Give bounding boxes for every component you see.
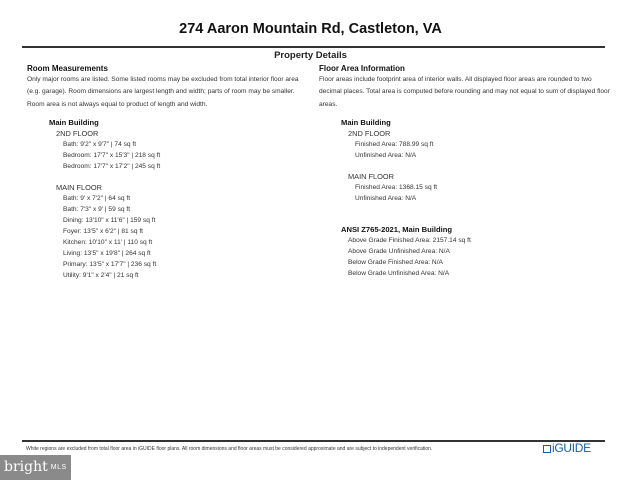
room-item: Foyer: 13'5" x 6'2" | 81 sq ft xyxy=(63,228,144,236)
floor-label: MAIN FLOOR xyxy=(348,172,394,182)
floor-area-heading: Floor Area Information xyxy=(319,64,405,73)
iguide-logo-text: iGUIDE xyxy=(552,441,591,455)
room-measurements-heading: Room Measurements xyxy=(27,64,108,73)
room-item: Bedroom: 17'7" x 15'3" | 218 sq ft xyxy=(63,152,161,160)
floor-area-note: Floor areas include footprint area of in… xyxy=(319,76,610,108)
ansi-item: Above Grade Finished Area: 2157.14 sq ft xyxy=(348,237,471,245)
area-building-label: Main Building xyxy=(341,118,391,128)
floor-label: MAIN FLOOR xyxy=(56,183,102,193)
watermark-suffix: MLS xyxy=(50,464,67,471)
footer-divider xyxy=(22,440,605,442)
ansi-item: Below Grade Unfinished Area: N/A xyxy=(348,270,450,278)
spacer xyxy=(319,204,611,225)
room-building-label: Main Building xyxy=(49,118,99,128)
watermark-brand: bright xyxy=(4,459,48,475)
spacer xyxy=(27,172,313,182)
room-item: Living: 13'5" x 19'8" | 264 sq ft xyxy=(63,250,151,258)
room-measurements-note: Only major rooms are listed. Some listed… xyxy=(27,76,299,108)
area-item: Finished Area: 1368.15 sq ft xyxy=(355,184,438,192)
room-item: Bath: 9' x 7'2" | 64 sq ft xyxy=(63,195,131,203)
room-measurements-section: Room Measurements Only major rooms are l… xyxy=(27,64,313,281)
iguide-logo: iGUIDE xyxy=(543,441,591,455)
page-title: 274 Aaron Mountain Rd, Castleton, VA xyxy=(179,21,442,37)
ansi-item: Below Grade Finished Area: N/A xyxy=(348,259,443,267)
footer-disclaimer: White regions are excluded from total fl… xyxy=(26,446,433,452)
area-item: Unfinished Area: N/A xyxy=(355,152,417,160)
floor-area-section: Floor Area Information Floor areas inclu… xyxy=(319,64,611,279)
area-item: Unfinished Area: N/A xyxy=(355,195,417,203)
room-item: Primary: 13'5" x 17'7" | 236 sq ft xyxy=(63,261,157,269)
page-subtitle: Property Details xyxy=(274,50,347,61)
bright-mls-watermark: bright MLS xyxy=(0,455,71,480)
ansi-heading: ANSI Z765-2021, Main Building xyxy=(341,225,452,235)
spacer xyxy=(319,161,611,171)
header-divider xyxy=(22,46,605,48)
area-item: Finished Area: 788.99 sq ft xyxy=(355,141,434,149)
floor-label: 2ND FLOOR xyxy=(348,129,391,139)
room-item: Kitchen: 10'10" x 11' | 110 sq ft xyxy=(63,239,153,247)
floor-label: 2ND FLOOR xyxy=(56,129,99,139)
room-item: Bath: 9'2" x 9'7" | 74 sq ft xyxy=(63,141,137,149)
iguide-logo-icon xyxy=(543,445,551,453)
room-item: Dining: 13'10" x 11'6" | 159 sq ft xyxy=(63,217,156,225)
ansi-item: Above Grade Unfinished Area: N/A xyxy=(348,248,450,256)
room-item: Bath: 7'3" x 9' | 59 sq ft xyxy=(63,206,131,214)
room-item: Bedroom: 17'7" x 17'2" | 245 sq ft xyxy=(63,163,161,171)
room-item: Utility: 9'1" x 2'4" | 21 sq ft xyxy=(63,272,139,280)
